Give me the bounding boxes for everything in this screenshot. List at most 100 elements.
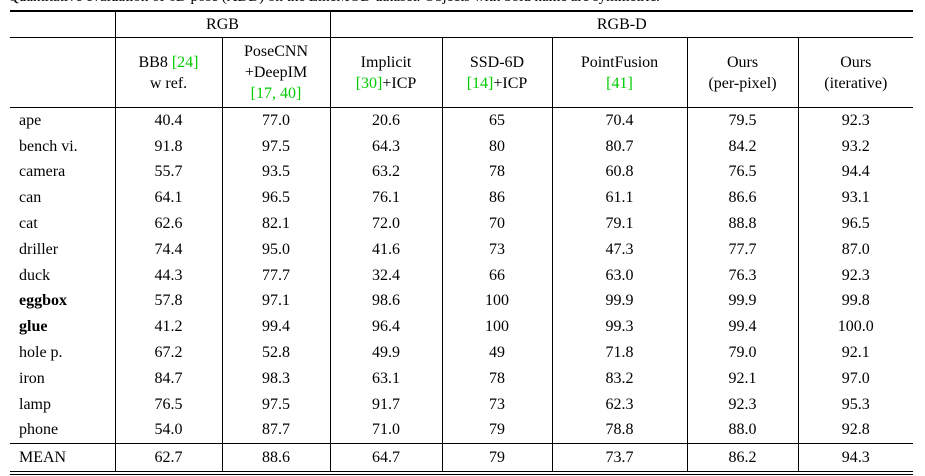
value-cell: 84.7 [114, 365, 222, 392]
table-row: camera 55.7 93.5 63.2 78 60.8 76.5 94.4 [10, 159, 914, 186]
table-row: lamp 76.5 97.5 91.7 73 62.3 92.3 95.3 [10, 391, 914, 418]
citation-link[interactable]: [14] [466, 74, 494, 92]
col-header: PoseCNN +DeepIM [17, 40] [221, 37, 330, 108]
value-cell: 20.6 [329, 107, 442, 134]
caption-text: Quantitative evaluation of 6D pose (ADD)… [8, 0, 917, 6]
value-cell: 87.0 [797, 236, 914, 263]
header-text: +ICP [382, 74, 417, 92]
table-row: hole p. 67.2 52.8 49.9 49 71.8 79.0 92.1 [10, 340, 914, 366]
value-cell: 100 [441, 288, 552, 315]
value-cell: 71.0 [329, 417, 442, 444]
value-cell: 47.3 [551, 236, 687, 263]
col-header-line: Ours [799, 52, 914, 73]
col-header-line: [41] [553, 73, 687, 94]
value-cell: 66 [441, 262, 552, 289]
value-cell: 97.5 [221, 391, 330, 418]
value-cell: 91.7 [329, 391, 442, 418]
value-cell: 95.3 [797, 391, 914, 418]
row-label: MEAN [10, 443, 116, 476]
value-cell: 62.3 [551, 391, 687, 418]
value-cell: 96.4 [329, 314, 442, 341]
col-header-line: +DeepIM [223, 62, 330, 83]
citation-link[interactable]: [41] [606, 74, 633, 92]
header-text: BB8 [138, 53, 172, 71]
citation-link[interactable]: [30] [355, 74, 383, 92]
col-header: BB8 [24] w ref. [114, 37, 222, 108]
value-cell: 64.1 [114, 185, 222, 212]
value-cell: 62.7 [114, 443, 222, 476]
value-cell: 73 [441, 391, 552, 418]
value-cell: 41.6 [329, 236, 442, 263]
value-cell: 73.7 [551, 443, 687, 476]
value-cell: 64.3 [329, 133, 442, 160]
row-label: eggbox [10, 288, 116, 315]
value-cell: 92.8 [797, 417, 914, 444]
value-cell: 83.2 [551, 365, 687, 392]
col-header: SSD-6D [14]+ICP [441, 37, 552, 108]
value-cell: 73 [441, 236, 552, 263]
value-cell: 95.0 [221, 236, 330, 263]
value-cell: 99.8 [797, 288, 914, 315]
table-row: ape 40.4 77.0 20.6 65 70.4 79.5 92.3 [10, 107, 914, 134]
value-cell: 88.6 [221, 443, 330, 476]
header-text: Ours [840, 53, 872, 71]
row-label: camera [10, 159, 116, 186]
value-cell: 67.2 [114, 340, 222, 366]
row-label: ape [10, 107, 116, 134]
row-label: glue [10, 314, 116, 341]
value-cell: 79.0 [686, 340, 798, 366]
row-label: hole p. [10, 340, 116, 366]
value-cell: 55.7 [114, 159, 222, 186]
value-cell: 79.5 [686, 107, 798, 134]
value-cell: 92.1 [797, 340, 914, 366]
value-cell: 41.2 [114, 314, 222, 341]
value-cell: 65 [441, 107, 552, 134]
results-table: RGB RGB-D BB8 [24] w ref. PoseCNN +DeepIM [17,… [10, 10, 914, 476]
value-cell: 94.3 [797, 443, 914, 476]
header-text: (iterative) [824, 74, 888, 92]
value-cell: 63.0 [551, 262, 687, 289]
value-cell: 92.1 [686, 365, 798, 392]
citation-link[interactable]: [24] [171, 53, 199, 71]
value-cell: 86.6 [686, 185, 798, 212]
value-cell: 98.6 [329, 288, 442, 315]
value-cell: 70 [441, 211, 552, 237]
value-cell: 76.5 [686, 159, 798, 186]
col-header-line: [17, 40] [223, 83, 330, 104]
value-cell: 60.8 [551, 159, 687, 186]
header-text: +ICP [493, 74, 528, 92]
value-cell: 100.0 [797, 314, 914, 341]
value-cell: 88.0 [686, 417, 798, 444]
table-row: driller 74.4 95.0 41.6 73 47.3 77.7 87.0 [10, 236, 914, 263]
header-text: +DeepIM [244, 64, 308, 81]
header-text: (per-pixel) [708, 74, 777, 92]
group-header: RGB [114, 11, 330, 38]
citation-link[interactable]: [17, 40] [250, 85, 302, 102]
value-cell: 49.9 [329, 340, 442, 366]
value-cell: 80.7 [551, 133, 687, 160]
col-header-line: Implicit [331, 52, 442, 73]
value-cell: 84.2 [686, 133, 798, 160]
value-cell: 100 [441, 314, 552, 341]
value-cell: 61.1 [551, 185, 687, 212]
value-cell: 78.8 [551, 417, 687, 444]
value-cell: 92.3 [686, 391, 798, 418]
value-cell: 64.7 [329, 443, 442, 476]
row-label: duck [10, 262, 116, 289]
table-caption-clipped: Quantitative evaluation of 6D pose (ADD)… [8, 0, 917, 9]
row-label: lamp [10, 391, 116, 418]
value-cell: 99.4 [686, 314, 798, 341]
value-cell: 76.5 [114, 391, 222, 418]
header-text: SSD-6D [469, 53, 525, 71]
value-cell: 72.0 [329, 211, 442, 237]
value-cell: 70.4 [551, 107, 687, 134]
value-cell: 88.8 [686, 211, 798, 237]
value-cell: 97.1 [221, 288, 330, 315]
group-header: RGB-D [329, 11, 914, 38]
value-cell: 93.5 [221, 159, 330, 186]
value-cell: 76.1 [329, 185, 442, 212]
value-cell: 92.3 [797, 107, 914, 134]
value-cell: 99.9 [686, 288, 798, 315]
value-cell: 86 [441, 185, 552, 212]
